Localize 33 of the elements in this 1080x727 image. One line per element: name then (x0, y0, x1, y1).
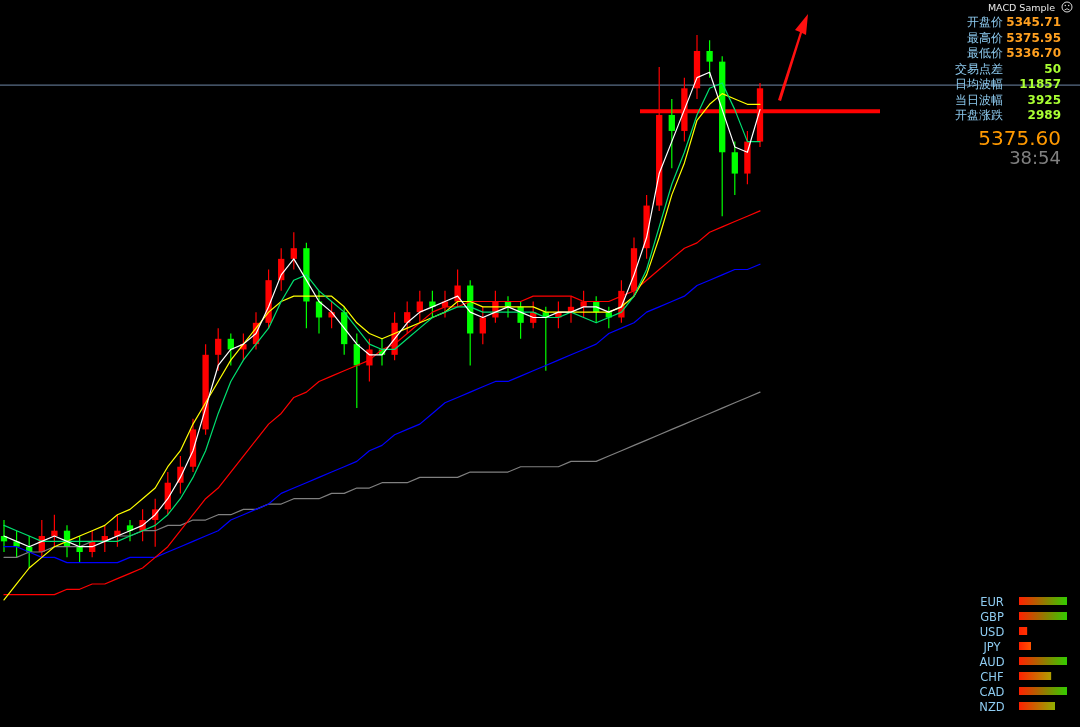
bar (1019, 672, 1052, 680)
text: 5345.71 (1006, 15, 1061, 29)
y-tick-label: CAD (979, 684, 1005, 699)
bar (1019, 657, 1067, 665)
y-tick-label: NZD (979, 699, 1005, 714)
bar (1019, 597, 1067, 605)
text: 11857 (1019, 77, 1061, 91)
text: 5375.60 (978, 126, 1061, 150)
y-tick-label: EUR (980, 594, 1004, 609)
text: 50 (1044, 61, 1061, 76)
bar (1019, 687, 1067, 695)
y-tick-label: USD (979, 624, 1005, 639)
y-tick-label: GBP (980, 609, 1004, 624)
category-label: 当日波幅 (955, 92, 1003, 107)
y-tick-label: JPY (982, 639, 1002, 654)
category-label: 开盘涨跌 (955, 108, 1003, 122)
text: 2989 (1027, 108, 1061, 122)
y-tick-label: CHF (980, 669, 1004, 684)
text: 5336.70 (1006, 46, 1061, 60)
bar (1019, 612, 1067, 620)
y-tick-label: AUD (979, 654, 1005, 669)
category-label: 交易点差 (955, 61, 1003, 76)
bar (1019, 702, 1055, 710)
text: 5375.95 (1006, 30, 1061, 45)
category-label: 最低价 (967, 46, 1003, 60)
category-label: 日均波幅 (955, 77, 1003, 91)
category-label: 开盘价 (967, 15, 1003, 29)
bar (1019, 627, 1028, 635)
text: MACD Sample (987, 2, 1056, 13)
category-label: 最高价 (967, 30, 1003, 45)
text: 38:54 (1009, 147, 1061, 168)
bar (1019, 642, 1031, 650)
text: 3925 (1027, 92, 1061, 107)
